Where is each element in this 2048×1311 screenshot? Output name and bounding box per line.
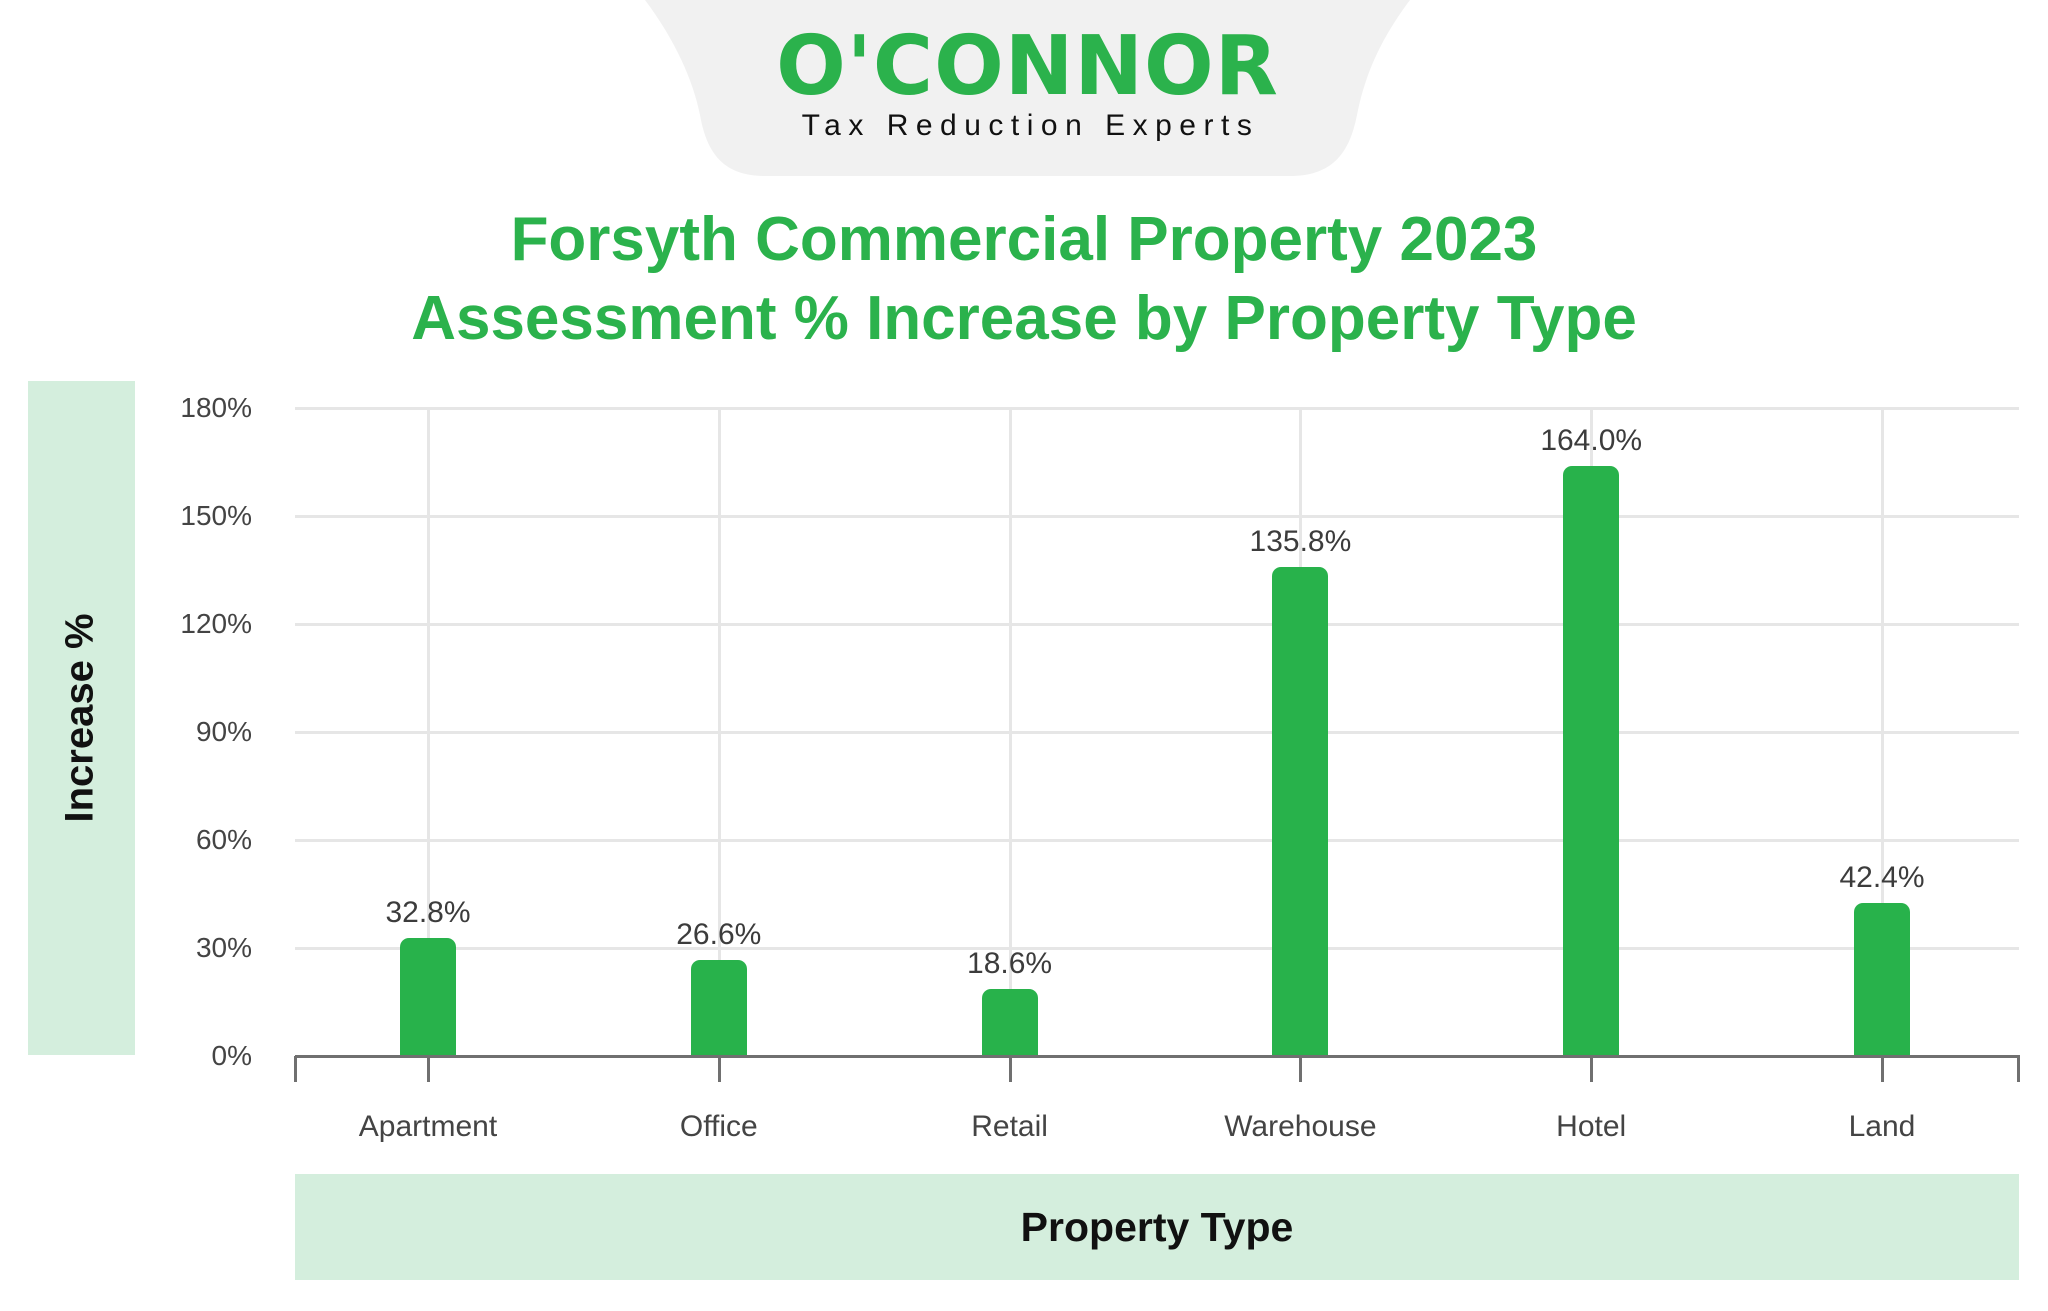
x-axis-start-tick bbox=[294, 1056, 297, 1082]
gridline-horizontal bbox=[295, 947, 2019, 950]
y-tick-label: 180% bbox=[180, 392, 252, 423]
bar-value-label: 18.6% bbox=[967, 947, 1053, 981]
chart-title-line-2: Assessment % Increase by Property Type bbox=[411, 284, 1637, 353]
logo-tab: O'CONNOR Tax Reduction Experts bbox=[645, 0, 1410, 176]
gridline-horizontal bbox=[295, 731, 2019, 734]
x-axis-title-band bbox=[295, 1174, 2019, 1280]
x-axis-tick bbox=[1299, 1056, 1303, 1082]
x-category-label: Office bbox=[679, 1110, 758, 1143]
x-axis-tick bbox=[1881, 1056, 1884, 1082]
x-category-label: Land bbox=[1848, 1110, 1916, 1143]
logo-tagline: Tax Reduction Experts bbox=[801, 109, 1260, 142]
gridline-horizontal bbox=[295, 623, 2019, 626]
gridline-horizontal bbox=[295, 515, 2019, 518]
x-axis-end-tick bbox=[2017, 1056, 2020, 1082]
bar-value-label: 32.8% bbox=[385, 895, 471, 929]
y-tick-label: 30% bbox=[195, 932, 252, 963]
x-axis-tick bbox=[1008, 1056, 1012, 1082]
x-category-label: Apartment bbox=[358, 1110, 498, 1143]
x-axis-title: Property Type bbox=[1020, 1204, 1294, 1250]
x-category-label: Hotel bbox=[1556, 1110, 1627, 1143]
bar-value-label: 164.0% bbox=[1540, 423, 1643, 457]
bar-retail bbox=[981, 989, 1038, 1056]
y-tick-label: 60% bbox=[195, 824, 252, 855]
y-axis-title-band bbox=[28, 381, 135, 1055]
x-axis-tick bbox=[717, 1056, 721, 1082]
bar-land bbox=[1854, 903, 1910, 1056]
bar-value-label: 26.6% bbox=[676, 918, 762, 952]
bar-apartment bbox=[400, 937, 456, 1056]
bar-hotel bbox=[1563, 465, 1620, 1056]
bar-value-label: 135.8% bbox=[1249, 525, 1352, 559]
logo-wordmark: O'CONNOR bbox=[776, 19, 1279, 114]
gridline-vertical bbox=[1008, 408, 1012, 1056]
plot-area bbox=[295, 407, 2019, 1056]
bar-office bbox=[690, 960, 747, 1056]
x-axis-tick bbox=[1590, 1056, 1594, 1082]
x-axis-tick bbox=[427, 1056, 430, 1082]
gridline-horizontal bbox=[295, 839, 2019, 842]
x-axis-line bbox=[295, 1055, 2020, 1058]
y-tick-label: 0% bbox=[211, 1040, 252, 1071]
bar-value-label: 42.4% bbox=[1839, 861, 1925, 895]
y-tick-label: 120% bbox=[180, 608, 252, 639]
gridline-vertical bbox=[1881, 408, 1884, 1056]
gridline-horizontal bbox=[295, 407, 2019, 410]
chart-title: Forsyth Commercial Property 2023 Assessm… bbox=[0, 200, 2048, 358]
bar-warehouse bbox=[1272, 567, 1329, 1056]
y-tick-label: 90% bbox=[195, 716, 252, 747]
x-category-label: Retail bbox=[971, 1110, 1048, 1143]
gridline-vertical bbox=[427, 408, 430, 1056]
chart-title-line-1: Forsyth Commercial Property 2023 bbox=[510, 205, 1538, 274]
x-category-label: Warehouse bbox=[1224, 1110, 1377, 1143]
gridline-vertical bbox=[717, 408, 721, 1056]
y-tick-label: 150% bbox=[180, 500, 252, 531]
y-axis-title: Increase % bbox=[57, 613, 102, 823]
logo-tab-shape bbox=[645, 0, 1410, 176]
